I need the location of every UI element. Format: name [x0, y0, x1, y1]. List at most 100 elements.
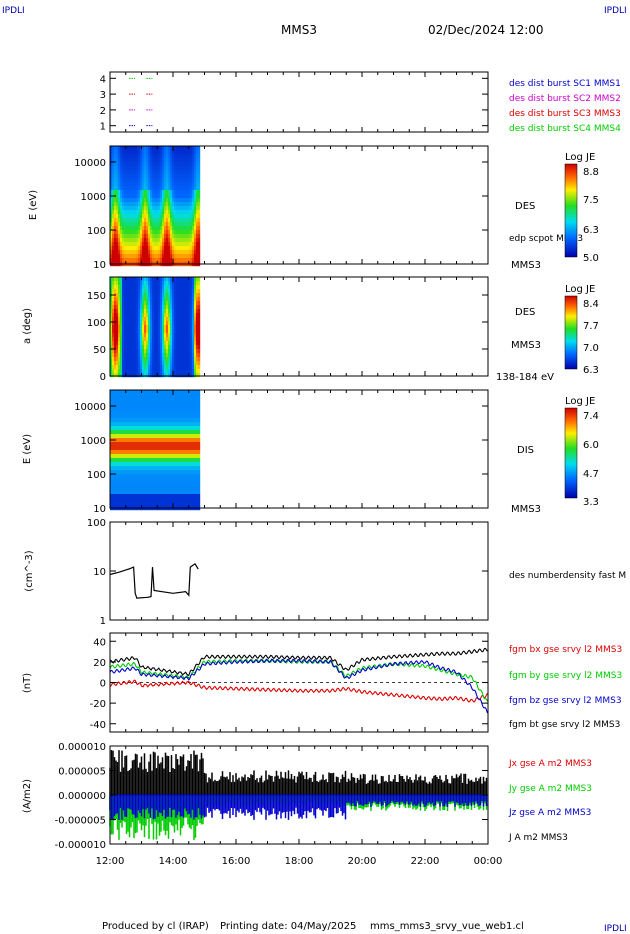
spectrogram-cell: [140, 365, 143, 370]
spectrogram-cell: [164, 226, 167, 231]
spectrogram-cell: [148, 482, 151, 487]
spectrogram-cell: [176, 446, 179, 451]
spectrogram-cell: [160, 353, 163, 358]
spectrogram-cell: [134, 450, 137, 455]
spectrogram-cell: [134, 357, 137, 362]
spectrogram-cell: [164, 474, 167, 479]
spectrogram-cell: [148, 365, 151, 370]
spectrogram-cell: [180, 289, 183, 294]
spectrogram-cell: [198, 470, 201, 475]
spectrogram-cell: [162, 210, 165, 215]
spectrogram-cell: [142, 345, 145, 350]
spectrogram-cell: [184, 297, 187, 302]
spectrogram-cell: [148, 190, 151, 195]
spectrogram-cell: [182, 470, 185, 475]
spectrogram-cell: [158, 341, 161, 346]
spectrogram-cell: [116, 406, 119, 411]
spectrogram-cell: [114, 230, 117, 235]
spectrogram-cell: [114, 398, 117, 403]
spectrogram-cell: [182, 150, 185, 155]
spectrogram-cell: [130, 446, 133, 451]
spectrogram-cell: [192, 422, 195, 427]
spectrogram-cell: [122, 250, 125, 255]
spectrogram-cell: [144, 170, 147, 175]
spectrogram-cell: [138, 250, 141, 255]
spectrogram-cell: [114, 246, 117, 251]
spectrogram-cell: [118, 373, 121, 378]
spectrogram-cell: [162, 293, 165, 298]
spectrogram-cell: [146, 162, 149, 167]
spectrogram-cell: [152, 246, 155, 251]
spectrogram-cell: [118, 258, 121, 263]
spectrogram-cell: [194, 198, 197, 203]
spectrogram-cell: [146, 198, 149, 203]
spectrogram-cell: [162, 150, 165, 155]
spectrogram-cell: [162, 406, 165, 411]
spectrogram-cell: [134, 490, 137, 495]
spectrogram-cell: [126, 454, 129, 459]
spectrogram-cell: [156, 293, 159, 298]
spectrogram-cell: [170, 406, 173, 411]
spectrogram-cell: [158, 373, 161, 378]
spectrogram-cell: [160, 422, 163, 427]
spectrogram-cell: [182, 158, 185, 163]
spectrogram-cell: [142, 353, 145, 358]
spectrogram-cell: [192, 309, 195, 314]
spectrogram-cell: [140, 222, 143, 227]
spectrogram-cell: [140, 438, 143, 443]
spectrogram-cell: [130, 333, 133, 338]
spectrogram-cell: [186, 325, 189, 330]
spectrogram-cell: [192, 214, 195, 219]
spectrogram-cell: [180, 341, 183, 346]
spectrogram-cell: [112, 349, 115, 354]
spectrogram-cell: [140, 309, 143, 314]
spectrogram-cell: [186, 349, 189, 354]
spectrogram-cell: [168, 406, 171, 411]
spectrogram-cell: [180, 349, 183, 354]
spectrogram-cell: [154, 150, 157, 155]
spectrogram-cell: [116, 214, 119, 219]
spectrogram-cell: [164, 418, 167, 423]
spectrogram-cell: [132, 373, 135, 378]
colorbar3-title: Log JE: [565, 396, 595, 407]
spectrogram-cell: [146, 190, 149, 195]
spectrogram-cell: [176, 486, 179, 491]
spectrogram-cell: [124, 198, 127, 203]
spectrogram-cell: [112, 341, 115, 346]
spectrogram-cell: [176, 333, 179, 338]
spectrogram-cell: [124, 438, 127, 443]
spectrogram-cell: [194, 466, 197, 471]
spectrogram-cell: [152, 357, 155, 362]
spectrogram-cell: [136, 438, 139, 443]
spectrogram-cell: [168, 353, 171, 358]
spectrogram-cell: [118, 210, 121, 215]
spectrogram-cell: [134, 470, 137, 475]
spectrogram-cell: [170, 329, 173, 334]
spectrogram-cell: [176, 234, 179, 239]
spectrogram-cell: [156, 254, 159, 259]
spectrogram-cell: [130, 317, 133, 322]
spectrogram-cell: [142, 317, 145, 322]
spectrogram-cell: [184, 246, 187, 251]
spectrogram-cell: [186, 373, 189, 378]
spectrogram-cell: [162, 333, 165, 338]
spectrogram-cell: [196, 313, 199, 318]
spectrogram-cell: [138, 317, 141, 322]
spectrogram-cell: [138, 158, 141, 163]
spectrogram-cell: [180, 238, 183, 243]
spectrogram-cell: [166, 226, 169, 231]
spectrogram-cell: [118, 202, 121, 207]
spectrogram-cell: [192, 250, 195, 255]
spectrogram-cell: [114, 337, 117, 342]
spectrogram-cell: [188, 450, 191, 455]
spectrogram-cell: [192, 202, 195, 207]
spectrogram-cell: [162, 186, 165, 191]
y-tick-label: 10000: [74, 158, 106, 169]
spectrogram-cell: [184, 394, 187, 399]
spectrogram-cell: [188, 293, 191, 298]
spectrogram-cell: [192, 194, 195, 199]
spectrogram-cell: [148, 258, 151, 263]
spectrogram-cell: [112, 317, 115, 322]
spectrogram-cell: [116, 341, 119, 346]
spectrogram-cell: [126, 293, 129, 298]
